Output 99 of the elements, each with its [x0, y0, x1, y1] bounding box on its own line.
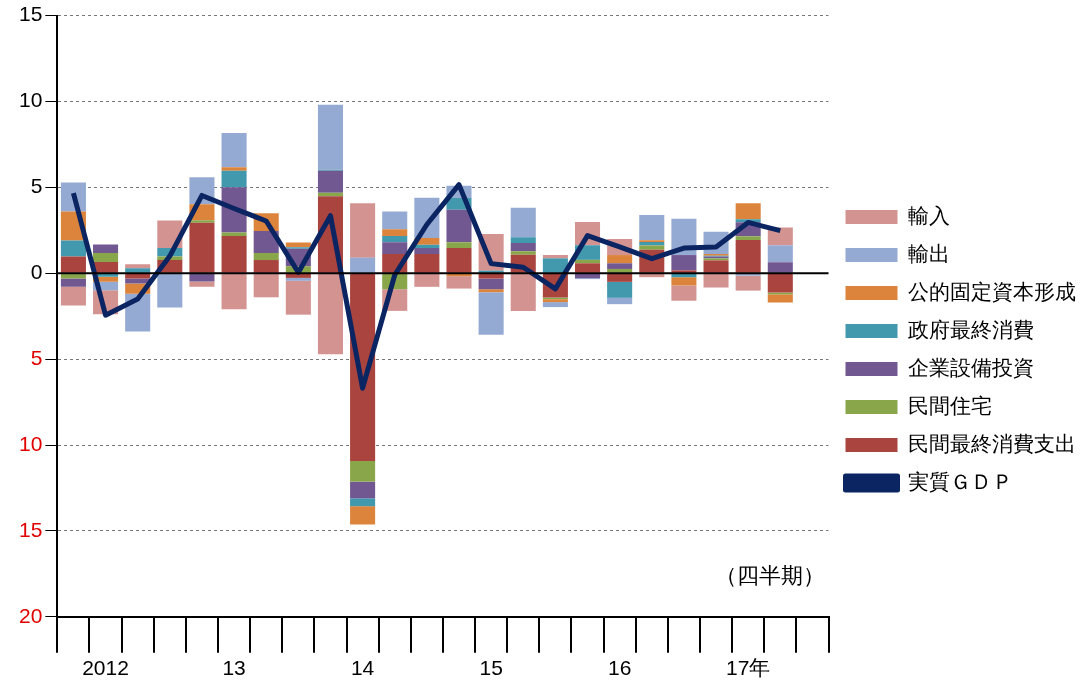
bar: [125, 264, 151, 269]
bar: [735, 275, 761, 291]
bar: [285, 280, 311, 315]
legend-label: 実質ＧＤＰ: [908, 469, 1013, 493]
y-tick-label: 5: [30, 174, 43, 198]
bar: [607, 255, 633, 264]
bar: [671, 255, 697, 271]
legend-label: 公的固定資本形成: [908, 279, 1076, 303]
bar: [285, 277, 311, 281]
bar: [93, 244, 119, 253]
legend-label: 輸出: [908, 241, 950, 265]
bar: [60, 256, 86, 273]
bar: [253, 273, 279, 298]
bar: [510, 207, 536, 238]
bar: [703, 260, 729, 273]
y-tick-label: 20: [19, 603, 43, 627]
legend-label: 民間住宅: [908, 393, 992, 417]
bar: [478, 292, 504, 335]
x-tick-label: 16: [607, 656, 632, 680]
bar: [767, 294, 793, 303]
bar: [93, 252, 119, 262]
legend-label: 民間最終消費支出: [908, 431, 1076, 455]
bar: [639, 245, 665, 250]
bar: [253, 252, 279, 261]
bar: [542, 258, 568, 273]
x-tick-label: 2012: [82, 656, 129, 680]
bar: [125, 278, 151, 284]
bar: [382, 229, 408, 236]
bar: [350, 481, 376, 499]
bar: [189, 222, 215, 273]
x-tick-label: 15: [479, 656, 503, 680]
bar: [60, 278, 86, 287]
bar: [607, 263, 633, 269]
bar: [510, 243, 536, 252]
bar: [221, 235, 247, 273]
bar: [285, 273, 311, 278]
bar: [671, 277, 697, 286]
bar: [253, 260, 279, 273]
bar: [574, 263, 601, 273]
bar: [607, 281, 633, 298]
bar: [350, 203, 376, 258]
annotation: （四半期）: [714, 562, 825, 588]
bar: [221, 167, 247, 171]
bar: [478, 273, 504, 279]
bar: [703, 273, 729, 288]
y-tick-label: 5: [30, 345, 43, 369]
bar: [671, 285, 697, 301]
y-tick-label: 15: [19, 2, 43, 26]
bar: [767, 262, 793, 273]
y-tick-label: 15: [19, 517, 43, 541]
bar: [607, 273, 633, 282]
bar: [414, 273, 440, 287]
bar: [639, 215, 665, 241]
bar: [735, 236, 761, 241]
bar: [382, 242, 408, 255]
legend-label: 政府最終消費: [908, 317, 1034, 341]
legend-label: 輸入: [908, 203, 950, 227]
legend-label: 企業設備投資: [908, 355, 1034, 379]
y-tick-label: 10: [19, 88, 43, 112]
bar: [189, 273, 215, 282]
bar: [189, 281, 215, 287]
bar: [221, 170, 247, 188]
bar: [446, 242, 472, 249]
bar: [767, 273, 793, 293]
x-tick-label: 17年: [725, 656, 771, 680]
bar: [446, 248, 472, 273]
bar: [157, 273, 183, 308]
bar: [607, 297, 633, 305]
bar: [510, 237, 536, 244]
bar: [414, 254, 440, 273]
bar: [382, 235, 408, 243]
bar: [317, 104, 343, 170]
bar: [767, 245, 793, 263]
bar: [446, 209, 472, 243]
bar: [446, 276, 472, 289]
bar: [350, 506, 376, 525]
x-tick-label: 13: [222, 656, 246, 680]
bar: [478, 278, 504, 290]
bar: [317, 170, 343, 193]
bar: [221, 273, 247, 310]
bar: [735, 240, 761, 273]
bar: [478, 289, 504, 293]
bar: [221, 132, 247, 168]
bar: [510, 251, 536, 255]
bar: [350, 461, 376, 482]
bar: [382, 211, 408, 230]
bar: [510, 273, 536, 311]
bar: [317, 273, 343, 355]
bar: [542, 302, 568, 308]
bar: [60, 240, 86, 257]
y-tick-label: 0: [30, 260, 43, 284]
bar: [189, 220, 215, 223]
bar: [350, 257, 376, 273]
bar: [350, 498, 376, 507]
bar: [735, 203, 761, 220]
y-tick-label: 10: [19, 431, 43, 455]
bar: [414, 248, 440, 255]
bar: [60, 286, 86, 306]
x-tick-label: 14: [350, 656, 375, 680]
